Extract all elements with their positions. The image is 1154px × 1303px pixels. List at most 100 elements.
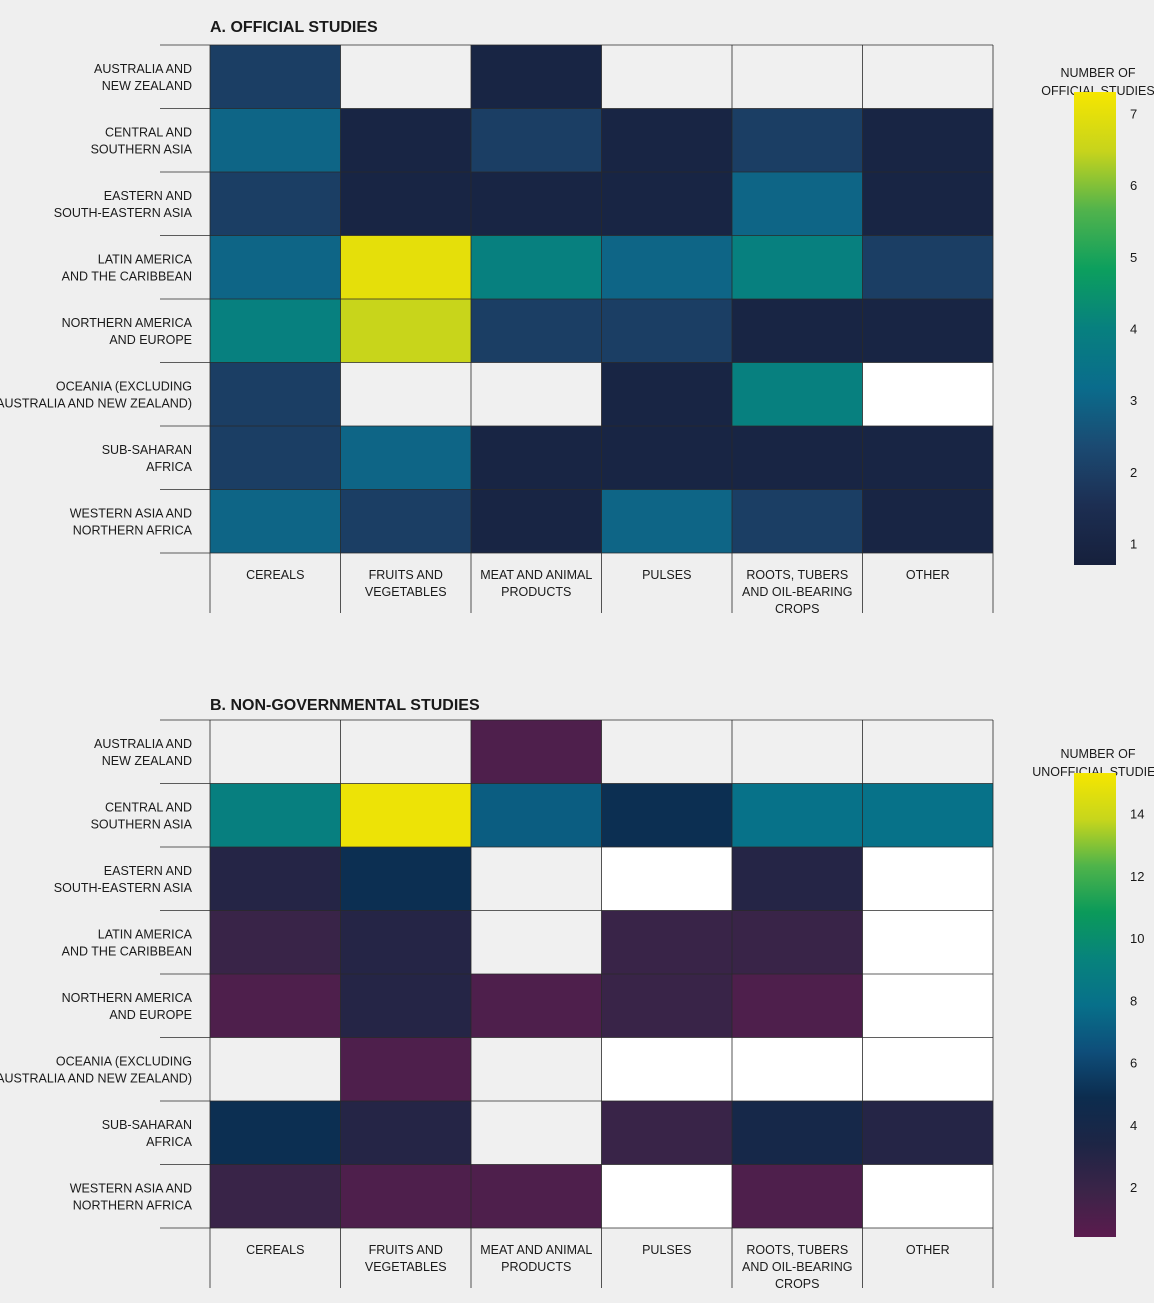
nongov-legend-colorbar (1074, 773, 1116, 1237)
nongov-cell (601, 1164, 732, 1228)
official-row-label: EASTERN AND (104, 189, 192, 203)
nongov-row-label: AFRICA (146, 1135, 193, 1149)
nongov-cell (340, 1164, 471, 1228)
nongov-cell (862, 910, 993, 974)
nongov-cell (340, 720, 471, 784)
nongov-cell (340, 910, 471, 974)
nongov-cell (340, 1037, 471, 1101)
official-cell (210, 172, 341, 236)
nongov-cell (601, 910, 732, 974)
nongov-cell (340, 974, 471, 1038)
nongov-row-label: SUB-SAHARAN (102, 1118, 192, 1132)
nongov-column-label: PULSES (642, 1243, 691, 1257)
official-cell (210, 108, 341, 172)
nongov-cell (732, 910, 863, 974)
official-cell (471, 426, 602, 490)
official-cell (601, 235, 732, 299)
official-cell (471, 362, 602, 426)
official-row-label: AUSTRALIA AND (94, 62, 192, 76)
nongov-column-label: OTHER (906, 1243, 950, 1257)
nongov-cell (471, 720, 602, 784)
nongov-cell (732, 1101, 863, 1165)
official-cell (471, 299, 602, 363)
nongov-cell (340, 847, 471, 911)
official-cell (732, 235, 863, 299)
official-cell (340, 489, 471, 553)
official-cell (862, 299, 993, 363)
official-cell (340, 362, 471, 426)
official-cell (471, 108, 602, 172)
official-cell (340, 108, 471, 172)
official-row-label: SOUTHERN ASIA (91, 142, 193, 156)
official-legend-colorbar (1074, 92, 1116, 565)
nongov-row-label: SOUTH-EASTERN ASIA (54, 881, 193, 895)
nongov-cell (210, 1164, 341, 1228)
official-cell (732, 299, 863, 363)
nongov-cell (471, 974, 602, 1038)
nongov-row-label: SOUTHERN ASIA (91, 817, 193, 831)
nongov-legend-tick-label: 4 (1130, 1118, 1137, 1133)
official-column-label: CROPS (775, 602, 819, 616)
official-cell (862, 362, 993, 426)
official-cell (732, 108, 863, 172)
nongov-cell (471, 910, 602, 974)
nongov-row-label: CENTRAL AND (105, 800, 192, 814)
nongov-row-label: AND EUROPE (109, 1008, 192, 1022)
nongov-row-label: NEW ZEALAND (102, 754, 192, 768)
official-row-label: NORTHERN AFRICA (73, 523, 193, 537)
official-row-label: AND EUROPE (109, 333, 192, 347)
nongov-cell (732, 1037, 863, 1101)
official-cell (210, 45, 341, 109)
official-cell (210, 426, 341, 490)
official-cell (210, 489, 341, 553)
nongov-legend-tick-label: 14 (1130, 806, 1144, 821)
official-cell (340, 426, 471, 490)
official-row-label: WESTERN ASIA AND (70, 506, 192, 520)
official-row-label: NEW ZEALAND (102, 79, 192, 93)
nongov-cell (471, 783, 602, 847)
nongov-cell (210, 847, 341, 911)
official-cell (862, 45, 993, 109)
official-column-label: AND OIL-BEARING (742, 585, 852, 599)
nongov-cell (862, 720, 993, 784)
official-column-label: VEGETABLES (365, 585, 447, 599)
official-cell (601, 45, 732, 109)
official-cell (601, 108, 732, 172)
official-cell (732, 426, 863, 490)
official-cell (210, 362, 341, 426)
nongov-cell (471, 1101, 602, 1165)
nongov-cell (862, 847, 993, 911)
official-cell (601, 489, 732, 553)
nongov-cell (210, 910, 341, 974)
nongov-row-label: AND THE CARIBBEAN (62, 944, 192, 958)
nongov-cell (732, 783, 863, 847)
official-cell (601, 362, 732, 426)
nongov-legend-tick-label: 10 (1130, 931, 1144, 946)
official-column-label: FRUITS AND (369, 568, 443, 582)
official-cell (601, 299, 732, 363)
nongov-column-label: FRUITS AND (369, 1243, 443, 1257)
official-legend-tick-label: 7 (1130, 107, 1137, 122)
nongov-cell (732, 974, 863, 1038)
official-cell (340, 172, 471, 236)
official-cell (601, 172, 732, 236)
nongov-chart-title: B. NON-GOVERNMENTAL STUDIES (210, 697, 480, 714)
nongov-row-label: NORTHERN AMERICA (62, 991, 193, 1005)
official-cell (862, 172, 993, 236)
official-column-label: PULSES (642, 568, 691, 582)
nongov-cell (471, 1164, 602, 1228)
nongov-cell (340, 783, 471, 847)
official-chart-title: A. OFFICIAL STUDIES (210, 19, 378, 36)
official-row-label: AND THE CARIBBEAN (62, 269, 192, 283)
official-cell (732, 362, 863, 426)
official-cell (601, 426, 732, 490)
nongov-column-label: CEREALS (246, 1243, 304, 1257)
official-cell (471, 235, 602, 299)
nongov-cell (732, 847, 863, 911)
nongov-legend-tick-label: 2 (1130, 1180, 1137, 1195)
nongov-column-label: VEGETABLES (365, 1260, 447, 1274)
official-cell (471, 45, 602, 109)
nongov-cell (210, 1101, 341, 1165)
official-cell (732, 45, 863, 109)
